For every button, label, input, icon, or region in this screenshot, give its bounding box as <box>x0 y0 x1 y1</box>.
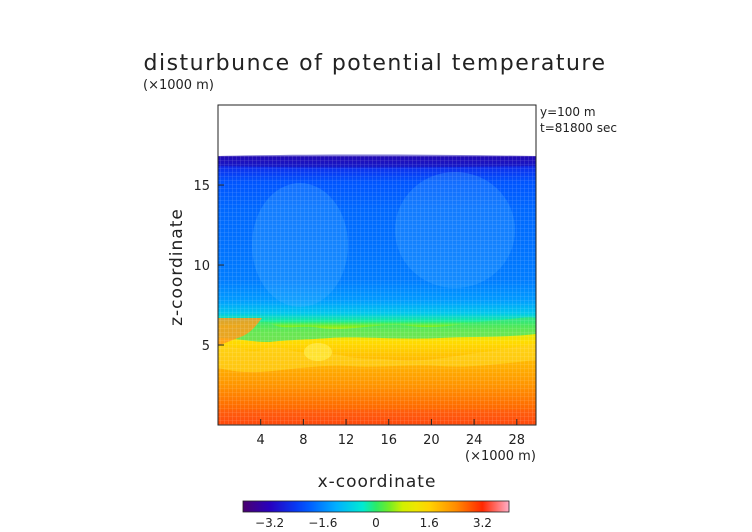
y-axis: 5 10 15 <box>193 179 224 354</box>
x-tick-label: 8 <box>299 433 307 448</box>
colorbar-tick-label: −1.6 <box>308 516 337 530</box>
annotation-time: t=81800 sec <box>540 121 617 135</box>
colorbar-tick-label: 0 <box>372 516 380 530</box>
colorbar-fill <box>242 500 510 513</box>
colorbar-ticks: −3.2 −1.6 0 1.6 3.2 <box>255 516 492 530</box>
y-tick-label: 15 <box>193 179 210 194</box>
colorbar-tick-label: 3.2 <box>473 516 492 530</box>
y-tick-label: 10 <box>193 259 210 274</box>
x-axis-unit: (×1000 m) <box>465 449 536 464</box>
annotation-y: y=100 m <box>540 105 596 119</box>
colorbar-tick-label: 1.6 <box>420 516 439 530</box>
x-tick-label: 24 <box>466 433 483 448</box>
y-axis-label: z-coordinate <box>167 208 187 326</box>
x-tick-label: 16 <box>380 433 397 448</box>
x-tick-label: 20 <box>423 433 440 448</box>
y-axis-unit: (×1000 m) <box>143 78 214 93</box>
y-tick-label: 5 <box>202 339 210 354</box>
x-axis: 4 8 12 16 20 24 28 <box>257 419 526 448</box>
colorbar: −3.2 −1.6 0 1.6 3.2 <box>242 500 510 530</box>
x-tick-label: 12 <box>338 433 355 448</box>
grid-overlay <box>218 156 536 425</box>
colorbar-tick-label: −3.2 <box>255 516 284 530</box>
x-tick-label: 28 <box>509 433 526 448</box>
x-tick-label: 4 <box>257 433 265 448</box>
chart-title: disturbunce of potential temperature <box>144 51 607 76</box>
x-axis-label: x-coordinate <box>318 472 437 492</box>
plot-area <box>218 154 536 425</box>
